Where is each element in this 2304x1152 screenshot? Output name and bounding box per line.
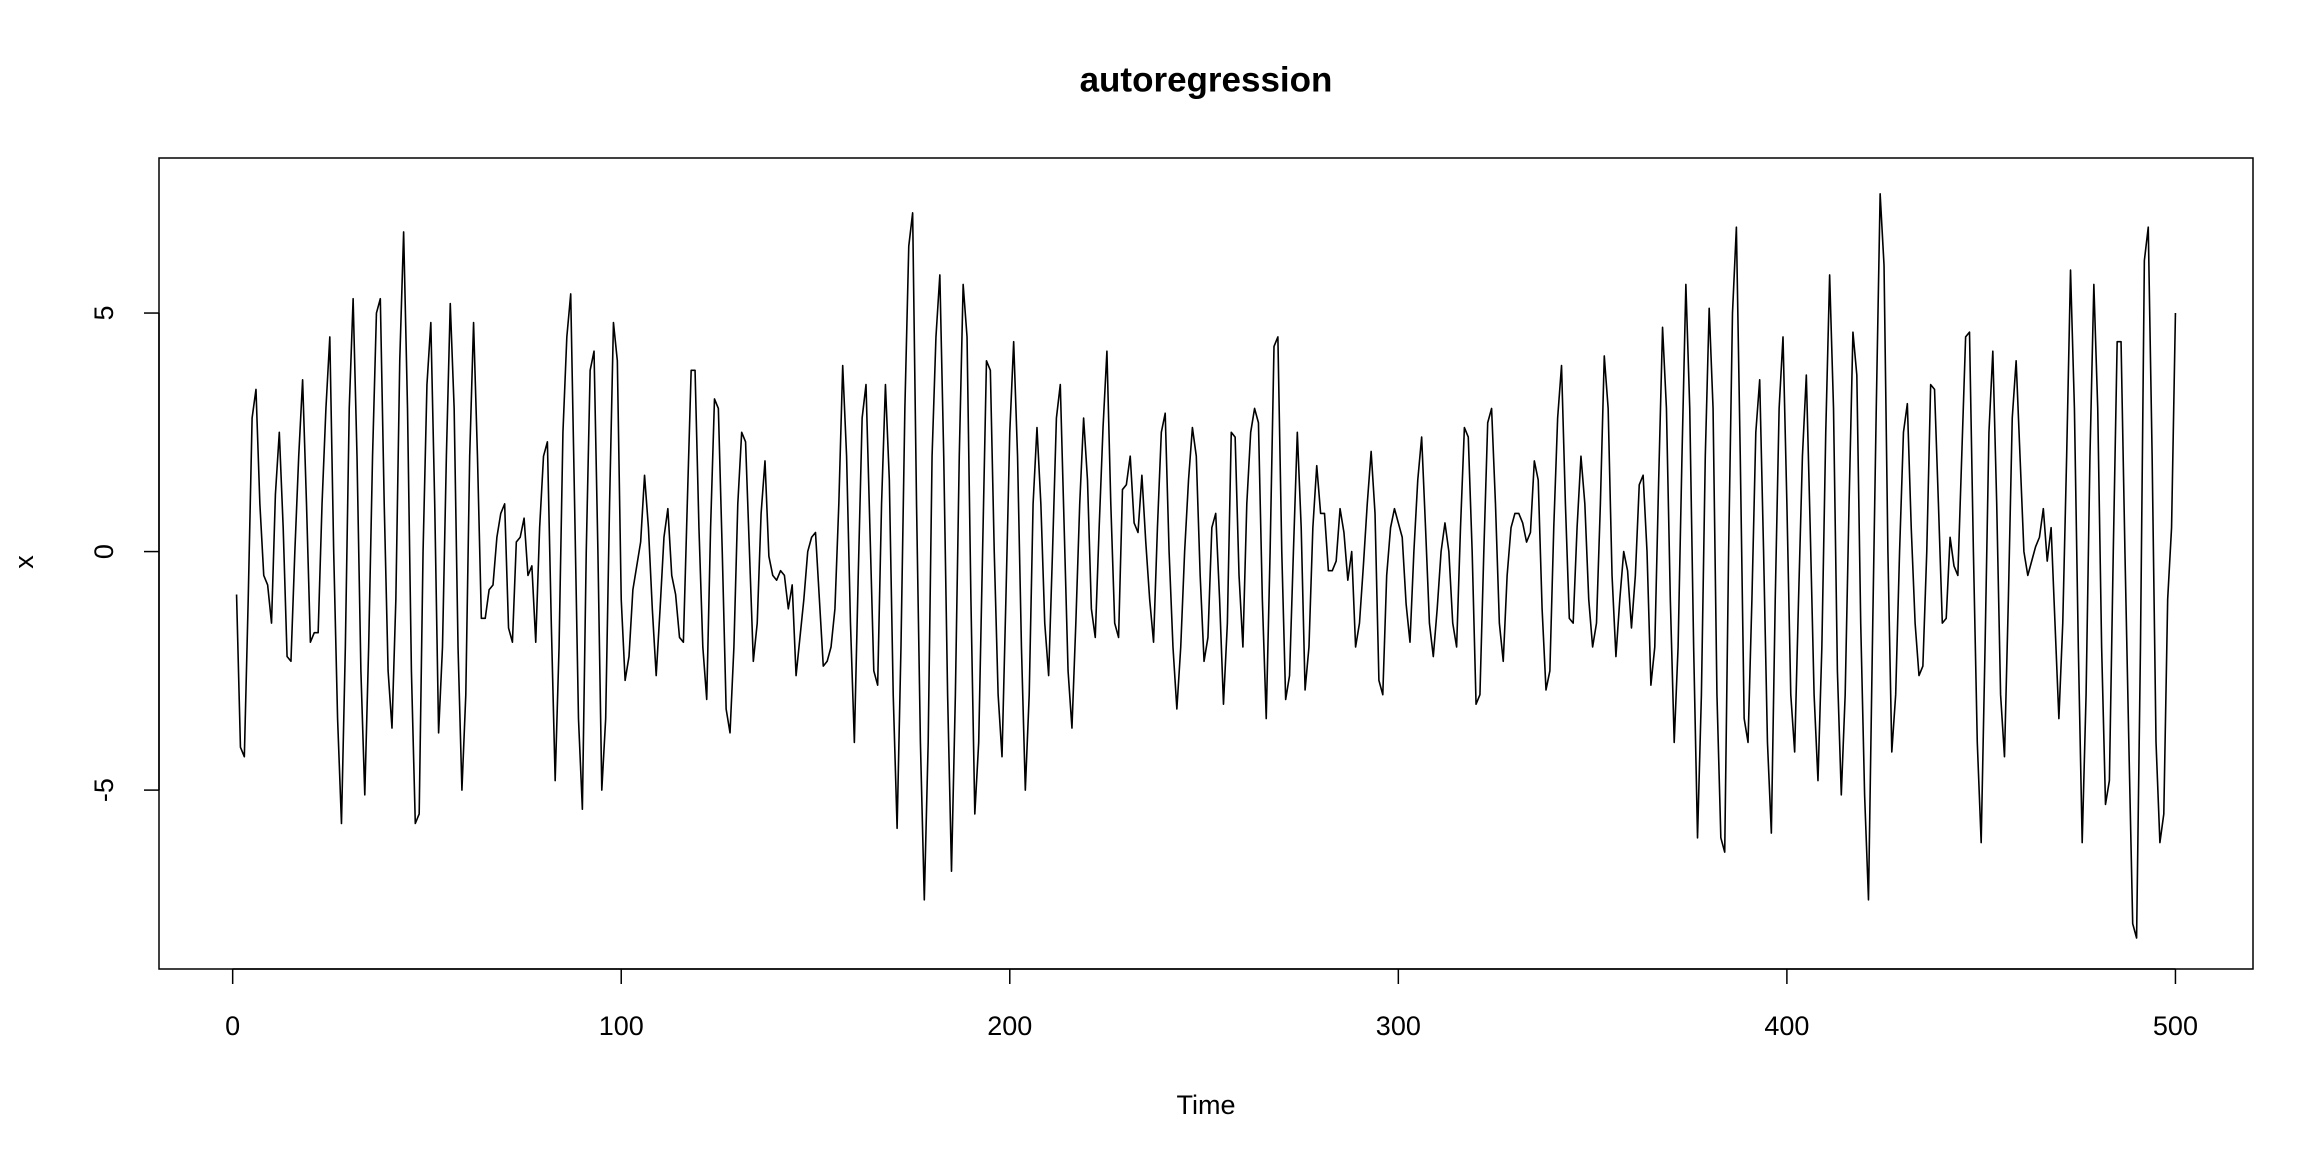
chart-title: autoregression bbox=[1080, 60, 1333, 99]
plot-box bbox=[158, 157, 2254, 970]
y-tick-label: 0 bbox=[89, 544, 119, 559]
x-tick-label: 200 bbox=[987, 1011, 1032, 1041]
y-axis-label: x bbox=[9, 555, 39, 569]
y-tick-label: 5 bbox=[89, 306, 119, 321]
x-tick-label: 100 bbox=[599, 1011, 644, 1041]
x-tick-label: 500 bbox=[2153, 1011, 2198, 1041]
y-tick-label: -5 bbox=[89, 778, 119, 802]
x-tick-label: 0 bbox=[225, 1011, 240, 1041]
series-line bbox=[235, 192, 2177, 939]
x-axis-label: Time bbox=[1177, 1090, 1236, 1120]
x-tick-label: 300 bbox=[1376, 1011, 1421, 1041]
x-tick-label: 400 bbox=[1764, 1011, 1809, 1041]
